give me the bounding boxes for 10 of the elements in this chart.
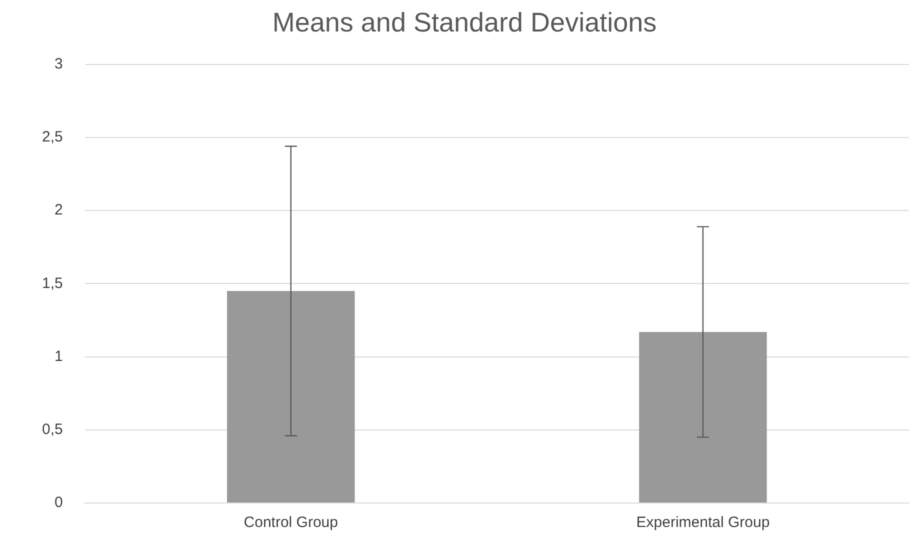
x-tick-label: Control Group xyxy=(244,514,338,532)
y-tick-label: 3 xyxy=(54,56,63,73)
y-tick-label: 2 xyxy=(54,202,63,219)
y-tick-label: 1 xyxy=(54,348,63,365)
y-tick-label: 0,5 xyxy=(42,421,63,438)
y-tick-label: 0 xyxy=(54,494,63,512)
y-tick-label: 1,5 xyxy=(42,274,63,292)
x-tick-label: Experimental Group xyxy=(636,514,770,532)
chart-title: Means and Standard Deviations xyxy=(272,8,657,38)
y-tick-label: 2,5 xyxy=(42,128,63,146)
